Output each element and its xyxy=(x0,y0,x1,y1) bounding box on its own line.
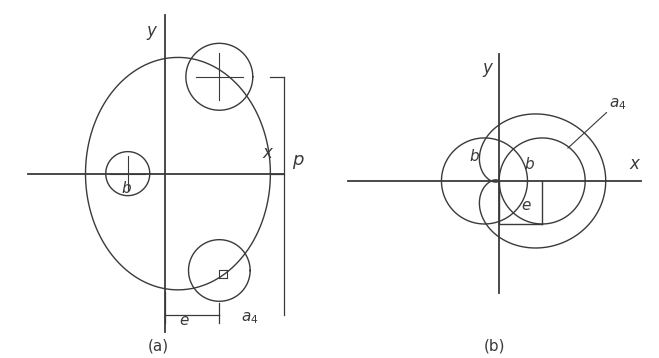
Text: b: b xyxy=(525,157,534,172)
Text: $a_4$: $a_4$ xyxy=(241,310,259,326)
Text: y: y xyxy=(146,22,156,40)
Text: x: x xyxy=(629,155,639,173)
Text: b: b xyxy=(470,149,480,164)
Text: x: x xyxy=(263,144,273,162)
Text: (b): (b) xyxy=(484,339,505,354)
Text: (a): (a) xyxy=(148,339,169,354)
Text: p: p xyxy=(293,151,304,169)
Text: b: b xyxy=(121,181,130,196)
Text: $a_4$: $a_4$ xyxy=(609,97,626,112)
Text: e: e xyxy=(179,313,188,328)
Text: e: e xyxy=(521,198,530,213)
Text: y: y xyxy=(482,59,492,77)
